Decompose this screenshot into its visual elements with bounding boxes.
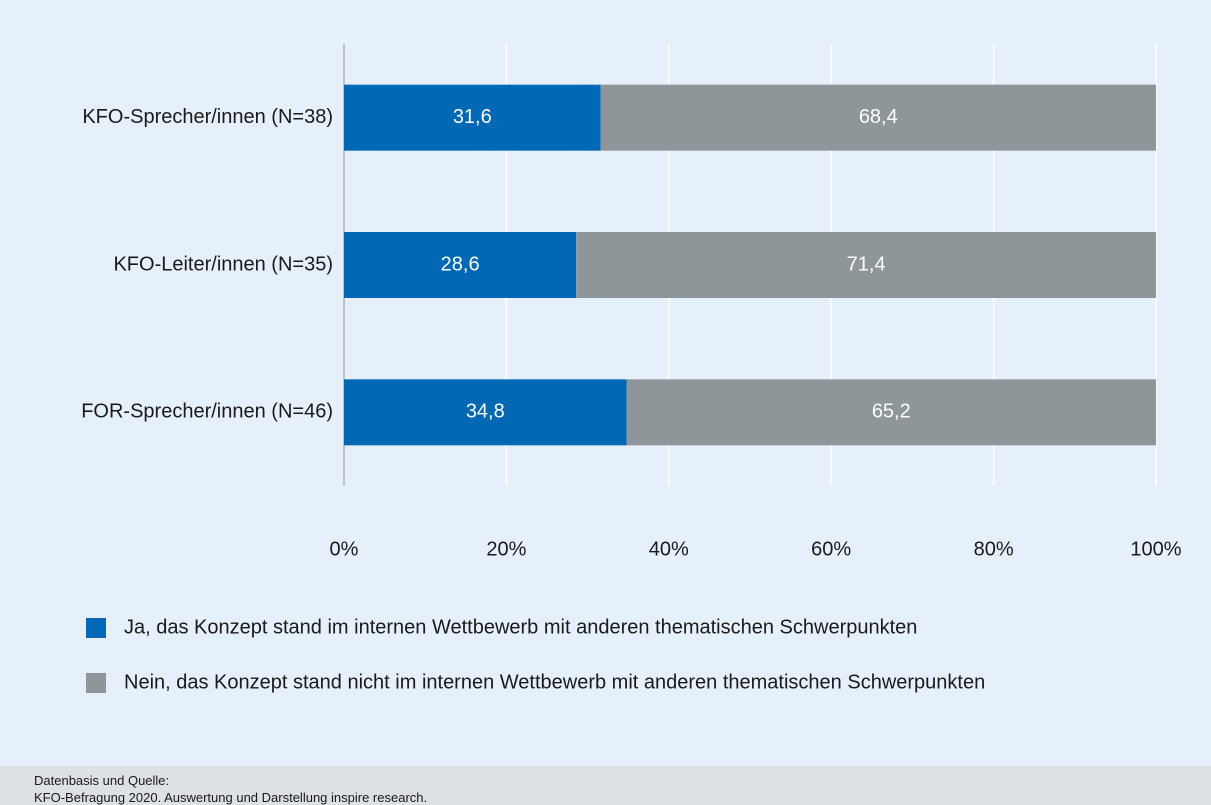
data-label: 28,6	[441, 253, 480, 275]
data-label: 68,4	[859, 106, 898, 128]
data-label: 34,8	[466, 401, 505, 423]
x-tick-label: 100%	[1130, 538, 1181, 560]
legend-swatch	[86, 618, 106, 638]
x-tick-label: 40%	[649, 538, 689, 560]
y-tick-label: KFO-Leiter/innen (N=35)	[113, 253, 333, 275]
source-title: Datenbasis und Quelle:	[34, 773, 170, 788]
chart: 0% 20% 40% 60% 80% 100% KFO-Sprecher/innen (N=…	[0, 0, 1211, 766]
legend-label: Nein, das Konzept stand nicht im interne…	[124, 671, 985, 693]
x-tick-label: 0%	[330, 538, 359, 560]
legend-swatch	[86, 673, 106, 693]
source-text: KFO-Befragung 2020. Auswertung und Darst…	[34, 790, 428, 805]
bar-segment	[626, 379, 1156, 446]
x-tick-label: 80%	[974, 538, 1014, 560]
bar-segment	[344, 84, 601, 151]
y-tick-label: KFO-Sprecher/innen (N=38)	[82, 106, 333, 128]
data-label: 31,6	[453, 106, 492, 128]
data-label: 65,2	[872, 401, 911, 423]
bar-segment	[576, 232, 1156, 298]
legend-label: Ja, das Konzept stand im internen Wettbe…	[124, 616, 917, 638]
x-tick-label: 60%	[811, 538, 851, 560]
bar-segment	[600, 84, 1156, 151]
y-tick-label: FOR-Sprecher/innen (N=46)	[81, 401, 333, 423]
source-box: Datenbasis und Quelle: KFO-Befragung 202…	[0, 766, 1211, 805]
bar-segment	[344, 379, 627, 446]
data-label: 71,4	[847, 253, 886, 275]
x-tick-label: 20%	[486, 538, 526, 560]
bar-segment	[344, 232, 577, 298]
